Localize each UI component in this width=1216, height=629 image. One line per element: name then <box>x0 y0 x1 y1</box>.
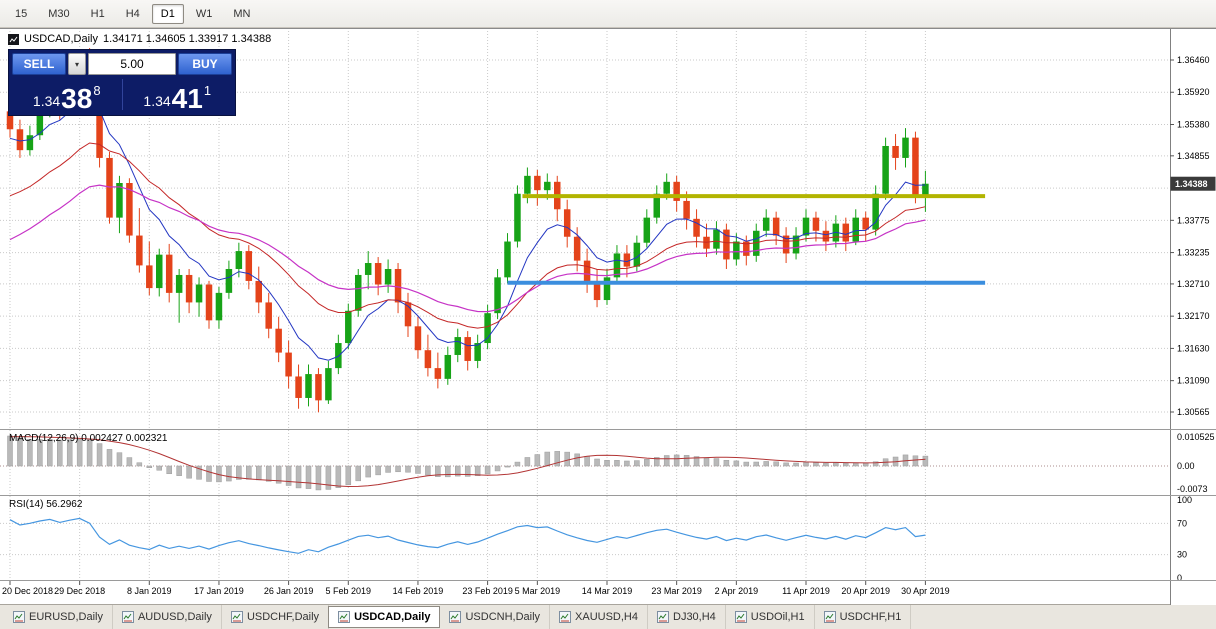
bid-price[interactable]: 1.34 38 8 <box>12 77 122 115</box>
svg-text:5 Feb 2019: 5 Feb 2019 <box>326 586 372 596</box>
bid-price-point: 8 <box>93 83 101 98</box>
sell-button[interactable]: SELL <box>12 53 66 75</box>
timeframe-button-MN[interactable]: MN <box>224 4 259 24</box>
svg-text:-0.0073: -0.0073 <box>1177 484 1208 494</box>
chart-tab-label: XAUUSD,H4 <box>575 611 638 623</box>
chart-tab-AUDUSD-Daily[interactable]: AUDUSD,Daily <box>113 605 222 629</box>
chart-tab-icon <box>657 611 669 623</box>
chart-symbol-icon <box>8 33 19 45</box>
svg-text:1.33235: 1.33235 <box>1177 248 1210 258</box>
chart-tab-icon <box>823 611 836 623</box>
chart-symbol-label: USDCAD,Daily <box>24 33 98 45</box>
chart-tab-icon <box>338 611 351 623</box>
svg-text:70: 70 <box>1177 518 1187 528</box>
chart-tabs-bar: EURUSD,Daily AUDUSD,Daily USDCHF,Daily <box>0 604 1216 629</box>
chart-tab-USDCNH-Daily[interactable]: USDCNH,Daily <box>440 605 551 629</box>
svg-text:1.35920: 1.35920 <box>1177 87 1210 97</box>
timeframe-button-H4[interactable]: H4 <box>117 4 149 24</box>
chart-tab-USDCAD-Daily[interactable]: USDCAD,Daily <box>328 606 441 628</box>
chart-tab-icon <box>13 611 25 623</box>
macd-indicator-label: MACD(12,26,9) 0.002427 0.002321 <box>9 433 168 444</box>
svg-text:8 Jan 2019: 8 Jan 2019 <box>127 586 172 596</box>
chart-tab-icon <box>734 611 747 623</box>
chart-tab-label: USDOil,H1 <box>750 611 805 623</box>
ask-price[interactable]: 1.34 41 1 <box>123 77 233 115</box>
timeframe-button-D1[interactable]: D1 <box>151 3 184 24</box>
svg-text:1.34388: 1.34388 <box>1175 179 1208 189</box>
svg-text:5 Mar 2019: 5 Mar 2019 <box>515 586 561 596</box>
chart-ohlc-values: 1.34171 1.34605 1.33917 1.34388 <box>102 33 272 45</box>
timeframe-toolbar: 15 M30 H1 H4 D1 W1 MN <box>0 0 1216 28</box>
svg-text:20 Dec 2018: 20 Dec 2018 <box>2 586 53 596</box>
chart-tab-USDCHF-H1[interactable]: USDCHF,H1 <box>815 605 912 629</box>
svg-text:1.33775: 1.33775 <box>1177 215 1210 225</box>
svg-text:23 Feb 2019: 23 Feb 2019 <box>462 586 513 596</box>
chart-tab-label: USDCHF,Daily <box>246 611 320 623</box>
svg-text:1.30565: 1.30565 <box>1177 407 1210 417</box>
svg-text:1.31090: 1.31090 <box>1177 376 1210 386</box>
timeframe-button-15[interactable]: 15 <box>6 4 36 24</box>
svg-text:0: 0 <box>1177 573 1182 583</box>
chart-tab-DJ30-H4[interactable]: DJ30,H4 <box>648 605 726 629</box>
svg-text:20 Apr 2019: 20 Apr 2019 <box>841 586 890 596</box>
svg-text:1.32710: 1.32710 <box>1177 279 1210 289</box>
chart-tab-icon <box>449 611 462 623</box>
ask-price-point: 1 <box>203 83 212 98</box>
chart-window: 1.36460 1.35920 1.35380 1.34855 1.33775 1.332… <box>0 28 1216 605</box>
ask-price-base: 1.34 <box>143 93 171 109</box>
timeframe-button-W1[interactable]: W1 <box>187 4 222 24</box>
svg-text:1.36460: 1.36460 <box>1177 55 1210 65</box>
svg-text:2 Apr 2019: 2 Apr 2019 <box>715 586 759 596</box>
chart-tab-EURUSD-Daily[interactable]: EURUSD,Daily <box>4 605 113 629</box>
chart-tab-label: USDCHF,H1 <box>839 611 902 623</box>
ask-price-pips: 41 <box>171 83 203 115</box>
chart-tab-label: USDCNH,Daily <box>465 611 541 623</box>
svg-text:1.34855: 1.34855 <box>1177 151 1210 161</box>
chart-tab-label: EURUSD,Daily <box>29 611 103 623</box>
svg-text:1.35380: 1.35380 <box>1177 119 1210 129</box>
svg-text:26 Jan 2019: 26 Jan 2019 <box>264 586 314 596</box>
svg-text:17 Jan 2019: 17 Jan 2019 <box>194 586 244 596</box>
svg-text:1.32170: 1.32170 <box>1177 311 1210 321</box>
svg-text:29 Dec 2018: 29 Dec 2018 <box>54 586 105 596</box>
svg-text:1.31630: 1.31630 <box>1177 343 1210 353</box>
bid-price-base: 1.34 <box>32 93 61 109</box>
bid-price-pips: 38 <box>61 83 93 115</box>
svg-text:14 Mar 2019: 14 Mar 2019 <box>582 586 633 596</box>
chart-tab-USDOil-H1[interactable]: USDOil,H1 <box>726 605 815 629</box>
timeframe-button-M30[interactable]: M30 <box>39 4 78 24</box>
svg-text:30: 30 <box>1177 550 1187 560</box>
svg-text:0.00: 0.00 <box>1177 461 1195 471</box>
trade-controls-row: SELL ▾ BUY <box>12 53 232 75</box>
chart-tab-USDCHF-Daily[interactable]: USDCHF,Daily <box>222 605 330 629</box>
chart-tab-label: AUDUSD,Daily <box>137 611 212 623</box>
buy-button[interactable]: BUY <box>178 53 232 75</box>
svg-text:11 Apr 2019: 11 Apr 2019 <box>782 586 830 596</box>
rsi-indicator-label: RSI(14) 56.2962 <box>9 499 83 510</box>
chart-tab-label: USDCAD,Daily <box>354 611 431 623</box>
lot-size-input[interactable] <box>88 53 176 75</box>
svg-text:23 Mar 2019: 23 Mar 2019 <box>651 586 702 596</box>
chart-tab-label: DJ30,H4 <box>673 611 716 623</box>
chart-tab-icon <box>230 611 243 623</box>
bid-ask-display: 1.34 38 8 1.34 41 1 <box>12 77 233 115</box>
chart-tab-icon <box>121 611 134 623</box>
chart-tab-XAUUSD-H4[interactable]: XAUUSD,H4 <box>550 605 648 629</box>
timeframe-button-H1[interactable]: H1 <box>82 4 114 24</box>
price-divider <box>121 79 123 110</box>
svg-text:30 Apr 2019: 30 Apr 2019 <box>901 586 950 596</box>
lot-dropdown-button[interactable]: ▾ <box>68 53 86 75</box>
chart-tab-icon <box>559 611 572 623</box>
chart-title: USDCAD,Daily 1.34171 1.34605 1.33917 1.3… <box>8 33 271 45</box>
svg-text:0.010525: 0.010525 <box>1177 432 1215 442</box>
svg-text:14 Feb 2019: 14 Feb 2019 <box>393 586 444 596</box>
svg-text:100: 100 <box>1177 495 1192 505</box>
